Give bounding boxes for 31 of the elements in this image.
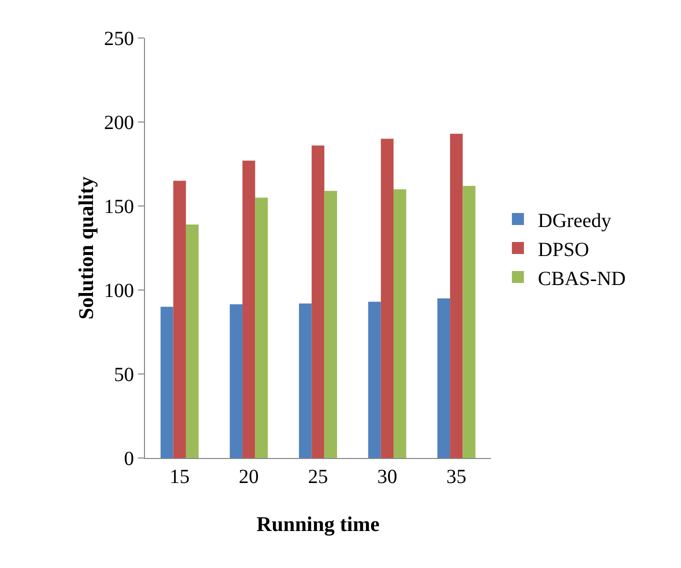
bar <box>394 189 406 458</box>
legend-label: DPSO <box>538 238 590 261</box>
bar <box>242 160 256 458</box>
bar <box>255 198 268 458</box>
bar <box>324 190 338 458</box>
x-tick-label: 35 <box>446 466 466 488</box>
bar <box>186 224 199 458</box>
bar <box>312 146 324 458</box>
x-tick-label: 20 <box>238 466 259 488</box>
y-tick-label: 150 <box>104 196 134 218</box>
x-tick-label: 15 <box>170 466 190 488</box>
bar <box>160 306 174 458</box>
bar <box>462 186 476 458</box>
bar <box>298 303 312 458</box>
bar <box>380 138 394 458</box>
y-axis-title: Solution quality <box>74 176 98 320</box>
bar <box>450 134 463 458</box>
legend-label: DGreedy <box>538 210 612 232</box>
y-tick-label: 0 <box>124 448 134 470</box>
y-tick-label: 50 <box>114 364 134 386</box>
y-tick-label: 250 <box>104 28 134 50</box>
bar <box>230 304 242 458</box>
y-tick-label: 200 <box>104 112 134 134</box>
legend-label: CBAS-ND <box>538 268 626 290</box>
x-tick-label: 30 <box>377 466 398 488</box>
y-tick-label: 100 <box>104 280 134 302</box>
bar <box>173 180 186 458</box>
x-axis-title: Running time <box>256 512 380 536</box>
x-tick-label: 25 <box>308 466 328 488</box>
bar <box>437 298 450 458</box>
bar <box>368 302 381 458</box>
